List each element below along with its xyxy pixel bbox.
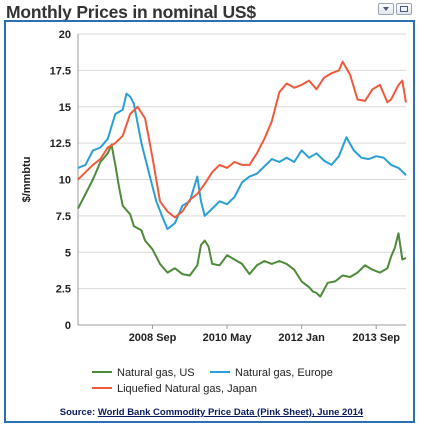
y-tick-label: 17.5: [50, 65, 71, 77]
series-line-1: [77, 143, 407, 298]
x-tick-label: 2013 Sep: [352, 332, 400, 344]
chart-panel: [4, 20, 415, 423]
window-icon[interactable]: [396, 3, 412, 15]
y-axis-label: $/mmbtu: [21, 157, 33, 203]
y-tick-label: 5: [65, 247, 71, 259]
y-tick-label: 0: [65, 320, 71, 332]
y-tick-label: 7.5: [56, 211, 71, 223]
y-tick-label: 15: [59, 102, 71, 114]
chevron-down-icon[interactable]: [378, 3, 394, 15]
x-tick-label: 2008 Sep: [129, 332, 177, 344]
y-tick-label: 2.5: [56, 284, 71, 296]
legend-label: Liquefied Natural gas, Japan: [117, 383, 257, 395]
y-tick-label: 12.5: [50, 138, 71, 150]
x-tick-label: 2012 Jan: [278, 332, 325, 344]
source-link[interactable]: World Bank Commodity Price Data (Pink Sh…: [97, 407, 364, 418]
source-note: Source: World Bank Commodity Price Data …: [0, 407, 423, 418]
y-tick-label: 20: [59, 29, 71, 41]
series-line-3: [77, 60, 407, 219]
y-tick-label: 10: [59, 175, 71, 187]
x-tick-label: 2010 May: [203, 332, 253, 344]
legend-label: Natural gas, US: [117, 367, 195, 379]
legend-label: Natural gas, Europe: [235, 367, 333, 379]
page-title: Monthly Prices in nominal US$: [6, 2, 256, 22]
source-prefix: Source:: [59, 407, 96, 418]
series-line-2: [77, 92, 407, 230]
